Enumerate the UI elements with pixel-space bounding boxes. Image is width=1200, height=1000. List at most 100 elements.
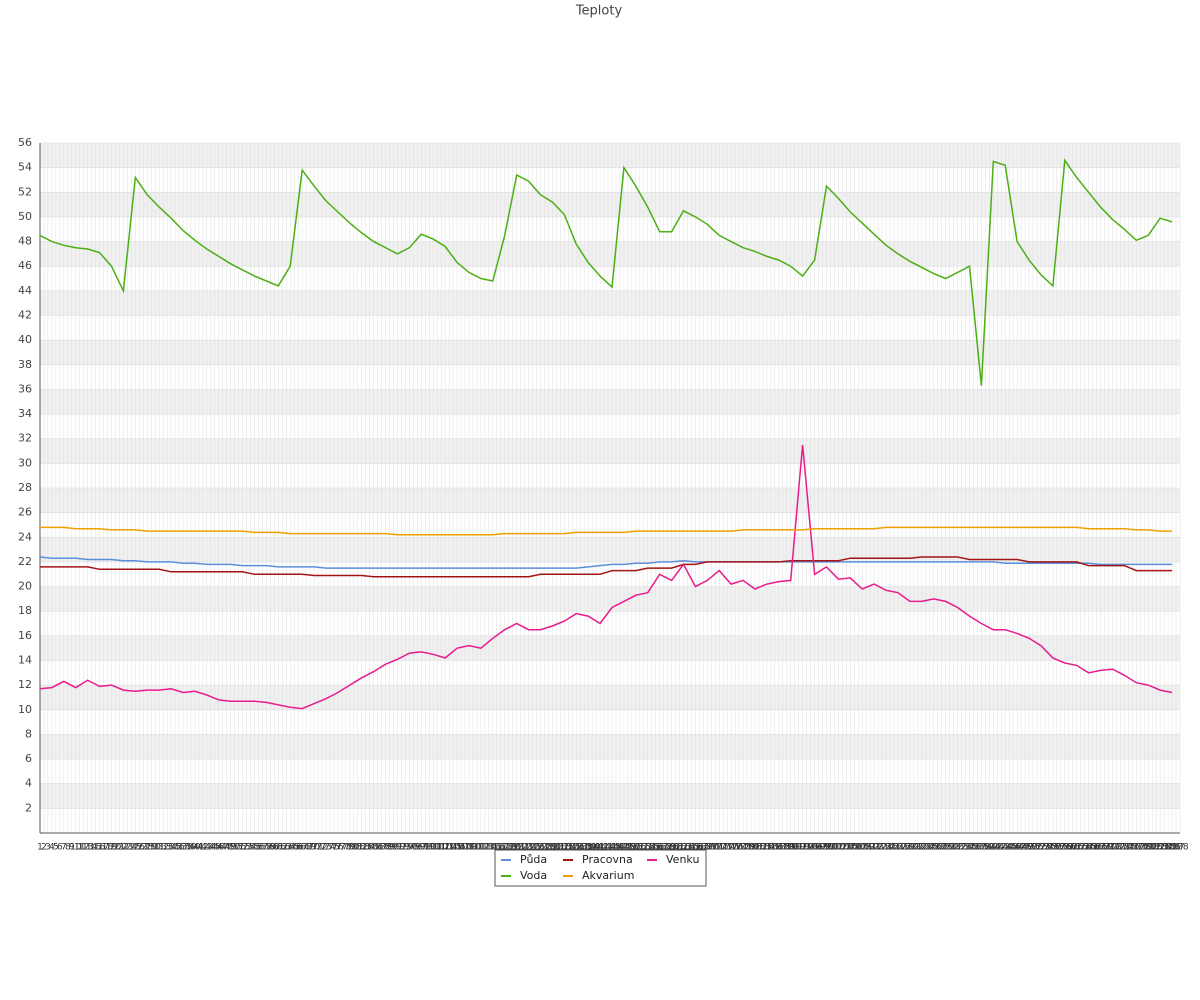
x-tick-label: 112 [472, 843, 489, 853]
series-line [39, 444, 1173, 710]
x-tick-label: 244 [997, 843, 1014, 853]
x-tick-label: 24 [126, 843, 138, 853]
x-tick-label: 105 [445, 843, 462, 853]
x-tick-label: 75 [328, 843, 339, 853]
x-tick-label: 254 [1036, 843, 1053, 853]
x-tick-label: 49 [225, 843, 237, 853]
x-tick-label: 123 [516, 843, 533, 853]
x-tick-label: 161 [667, 843, 684, 853]
x-tick-label: 287 [1167, 843, 1184, 853]
x-tick-label: 37 [177, 843, 188, 853]
x-tick-label: 94 [404, 843, 416, 853]
series-line [40, 556, 1173, 578]
x-tick-label: 55 [249, 843, 260, 853]
x-tick-label: 43 [201, 843, 212, 853]
x-tick-label: 228 [933, 843, 950, 853]
y-tick-label: 26 [18, 506, 32, 519]
x-tick-label: 52 [237, 843, 248, 853]
x-tick-label: 155 [643, 843, 660, 853]
x-tick-label: 58 [261, 843, 273, 853]
x-tick-label: 57 [257, 843, 268, 853]
y-tick-label: 28 [18, 481, 32, 494]
y-tick-label: 2 [25, 801, 32, 814]
x-tick-label: 30 [149, 843, 161, 853]
x-tick-label: 36 [173, 843, 185, 853]
x-tick-label: 159 [659, 843, 676, 853]
x-tick-label: 4 [49, 843, 55, 853]
grid-band [40, 586, 1180, 612]
x-tick-label: 262 [1068, 843, 1085, 853]
x-tick-label: 25 [130, 843, 141, 853]
x-tick-label: 22 [118, 843, 129, 853]
x-tick-label: 64 [285, 843, 297, 853]
x-tick-label: 33 [161, 843, 172, 853]
chart-title: Teploty [575, 4, 623, 19]
legend-box [494, 849, 707, 887]
x-tick-label: 238 [973, 843, 990, 853]
x-tick-label: 147 [611, 843, 628, 853]
x-tick-label: 212 [870, 843, 887, 853]
x-tick-label: 115 [484, 843, 501, 853]
x-tick-label: 186 [766, 843, 783, 853]
x-tick-label: 7 [61, 843, 67, 853]
x-tick-label: 78 [340, 843, 352, 853]
x-tick-label: 100 [425, 843, 442, 853]
x-tick-label: 80 [348, 843, 360, 853]
x-tick-label: 264 [1076, 843, 1093, 853]
y-tick-label: 52 [18, 185, 32, 198]
y-tick-label: 36 [18, 382, 32, 395]
x-tick-label: 154 [639, 843, 656, 853]
x-tick-label: 139 [580, 843, 597, 853]
x-tick-label: 106 [448, 843, 465, 853]
grid-band [40, 537, 1180, 562]
x-tick-label: 251 [1024, 843, 1041, 853]
x-tick-label: 242 [989, 843, 1006, 853]
x-tick-label: 67 [296, 843, 307, 853]
x-tick-label: 273 [1112, 843, 1129, 853]
x-tick-label: 63 [281, 843, 292, 853]
x-tick-label: 48 [221, 843, 233, 853]
x-tick-label: 38 [181, 843, 193, 853]
x-tick-label: 144 [599, 843, 616, 853]
x-tick-label: 29 [145, 843, 157, 853]
x-tick-label: 250 [1020, 843, 1037, 853]
x-tick-label: 17 [98, 843, 109, 853]
x-tick-label: 237 [969, 843, 986, 853]
x-tick-label: 23 [122, 843, 133, 853]
x-tick-label: 284 [1156, 843, 1173, 853]
x-tick-label: 204 [838, 843, 855, 853]
x-tick-label: 165 [683, 843, 700, 853]
x-tick-label: 280 [1140, 843, 1157, 853]
x-tick-label: 152 [631, 843, 648, 853]
y-tick-label: 12 [18, 678, 32, 691]
x-tick-label: 130 [544, 843, 561, 853]
x-tick-label: 104 [441, 843, 458, 853]
x-tick-label: 11 [74, 843, 85, 853]
x-tick-label: 153 [635, 843, 652, 853]
x-tick-label: 220 [901, 843, 918, 853]
x-tick-label: 209 [858, 843, 875, 853]
x-tick-label: 2 [41, 843, 47, 853]
x-tick-label: 19 [106, 843, 118, 853]
x-tick-label: 178 [734, 843, 751, 853]
x-tick-label: 128 [536, 843, 553, 853]
x-tick-label: 223 [913, 843, 930, 853]
x-tick-label: 34 [165, 843, 177, 853]
x-tick-label: 26 [134, 843, 146, 853]
x-tick-label: 70 [308, 843, 320, 853]
x-tick-label: 3 [45, 843, 51, 853]
x-tick-label: 135 [564, 843, 581, 853]
x-tick-label: 27 [138, 843, 149, 853]
x-tick-label: 214 [877, 843, 894, 853]
x-tick-label: 45 [209, 843, 220, 853]
x-tick-label: 213 [873, 843, 890, 853]
grid-band [40, 734, 1180, 760]
x-tick-label: 288 [1171, 843, 1188, 853]
x-tick-label: 236 [965, 843, 982, 853]
x-tick-label: 102 [433, 843, 450, 853]
x-tick-label: 20 [110, 843, 122, 853]
x-tick-label: 79 [344, 843, 356, 853]
series-line [39, 158, 1173, 386]
y-tick-label: 14 [18, 654, 32, 667]
x-tick-label: 129 [540, 843, 557, 853]
